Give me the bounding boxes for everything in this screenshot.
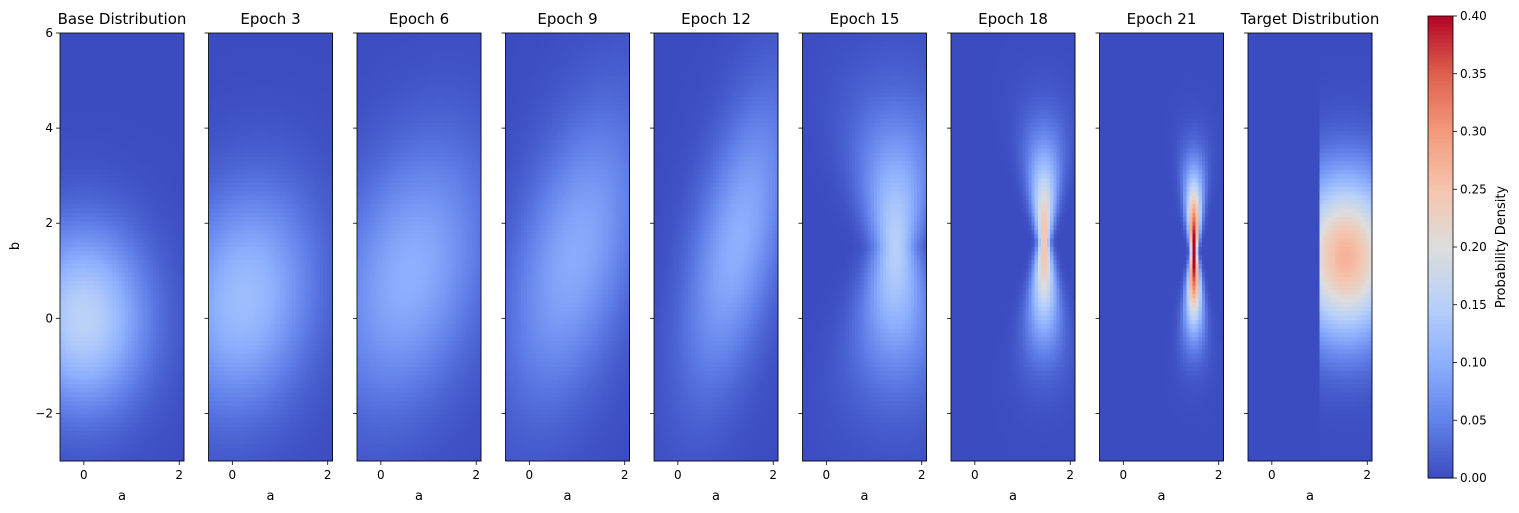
- panel: Base Distribution 0 2 a −2 0 2 4 6: [35, 10, 186, 504]
- x-tick-label: 2: [175, 468, 183, 482]
- y-tick-label: 4: [45, 121, 53, 135]
- x-tick-label: 0: [80, 468, 88, 482]
- y-tick-label: 2: [45, 216, 53, 230]
- y-tick-label: 0: [45, 311, 53, 325]
- y-tick-label: 6: [45, 26, 53, 40]
- heatmap-cells: [60, 33, 185, 462]
- y-tick-label: −2: [35, 406, 53, 420]
- panel: Epoch 30 2a: [205, 10, 334, 504]
- x-axis-label: a: [118, 489, 126, 504]
- heatmap-cells: [209, 33, 334, 462]
- panel-title: Base Distribution: [58, 10, 187, 28]
